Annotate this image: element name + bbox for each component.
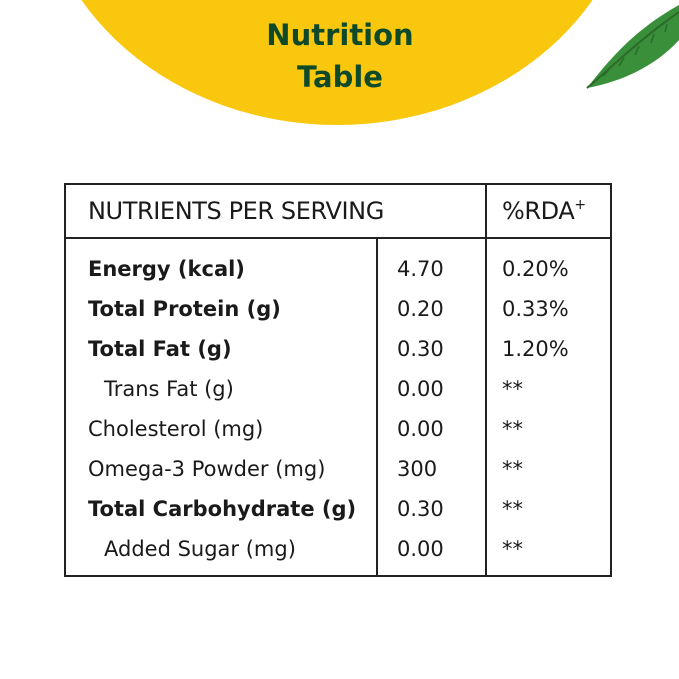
nutrient-value: 0.00 [397, 417, 444, 441]
table-row: Total Fat (g) 0.30 1.20% [66, 329, 610, 369]
header-rda-superscript: + [574, 197, 586, 213]
nutrient-name: Total Protein (g) [88, 297, 281, 321]
header-rda: %RDA+ [502, 197, 586, 225]
nutrient-name: Trans Fat (g) [104, 377, 234, 401]
nutrient-name: Added Sugar (mg) [104, 537, 296, 561]
table-row: Total Carbohydrate (g) 0.30 ** [66, 489, 610, 529]
nutrient-value: 0.30 [397, 337, 444, 361]
table-row: Energy (kcal) 4.70 0.20% [66, 249, 610, 289]
nutrition-table: NUTRIENTS PER SERVING %RDA+ Energy (kcal… [64, 183, 612, 577]
nutrient-value: 0.00 [397, 377, 444, 401]
divider-vertical-value [376, 239, 378, 575]
table-row: Total Protein (g) 0.20 0.33% [66, 289, 610, 329]
leaf-icon [586, 5, 679, 89]
nutrient-rda: ** [502, 497, 523, 521]
nutrient-rda: ** [502, 377, 523, 401]
header-nutrients: NUTRIENTS PER SERVING [88, 197, 384, 225]
nutrient-value: 4.70 [397, 257, 444, 281]
title-line-1: Nutrition [266, 18, 414, 52]
nutrient-name: Energy (kcal) [88, 257, 245, 281]
nutrient-rda: 0.33% [502, 297, 569, 321]
nutrient-name: Omega-3 Powder (mg) [88, 457, 326, 481]
title-line-2: Table [297, 60, 383, 94]
table-row: Added Sugar (mg) 0.00 ** [66, 529, 610, 569]
nutrient-rda: ** [502, 457, 523, 481]
divider-header [66, 237, 610, 239]
nutrient-name: Total Carbohydrate (g) [88, 497, 357, 521]
nutrient-value: 300 [397, 457, 438, 481]
divider-vertical-rda [485, 185, 487, 575]
nutrient-rda: ** [502, 537, 523, 561]
nutrient-value: 0.30 [397, 497, 444, 521]
page-title: Nutrition Table [200, 14, 480, 98]
nutrient-name: Total Fat (g) [88, 337, 232, 361]
table-row: Cholesterol (mg) 0.00 ** [66, 409, 610, 449]
nutrient-value: 0.00 [397, 537, 444, 561]
table-row: Omega-3 Powder (mg) 300 ** [66, 449, 610, 489]
nutrient-rda: 0.20% [502, 257, 569, 281]
nutrient-name: Cholesterol (mg) [88, 417, 264, 441]
header-rda-label: %RDA [502, 197, 575, 225]
table-row: Trans Fat (g) 0.00 ** [66, 369, 610, 409]
nutrient-value: 0.20 [397, 297, 444, 321]
nutrient-rda: ** [502, 417, 523, 441]
nutrient-rda: 1.20% [502, 337, 569, 361]
